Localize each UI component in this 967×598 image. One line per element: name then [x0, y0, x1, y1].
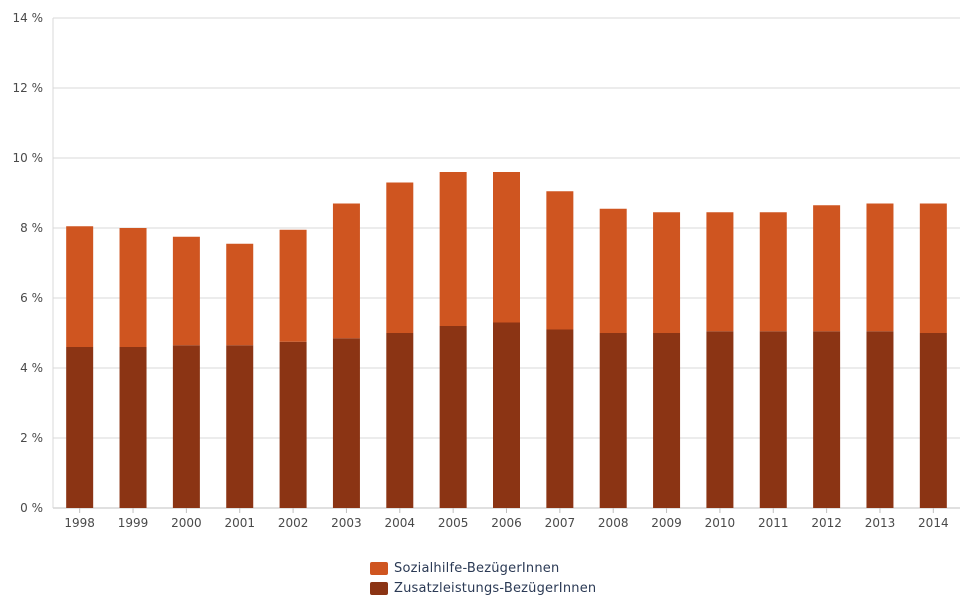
- legend-swatch-sozialhilfe: [370, 561, 388, 575]
- bar-sozialhilfe-2006[interactable]: [493, 172, 520, 323]
- y-tick-label: 14 %: [13, 11, 44, 25]
- y-tick-label: 4 %: [20, 361, 43, 375]
- y-tick-label: 2 %: [20, 431, 43, 445]
- x-tick-label-1998: 1998: [64, 516, 95, 530]
- x-tick-label-2012: 2012: [811, 516, 842, 530]
- y-axis-labels: 0 % 2 % 4 % 6 % 8 % 10 % 12 % 14 %: [13, 11, 44, 515]
- legend-item-sozialhilfe[interactable]: Sozialhilfe-BezügerInnen: [370, 558, 596, 578]
- bar-zusatzleistungs-1999[interactable]: [119, 347, 147, 508]
- bar-sozialhilfe-2005[interactable]: [439, 172, 467, 326]
- x-tick-label-1999: 1999: [118, 516, 149, 530]
- x-tick-label-2004: 2004: [385, 516, 416, 530]
- x-axis-labels: 1998 1999 2000 2001 2002 2003 2004 2005 2006 2007…: [64, 508, 949, 530]
- x-tick-label-2006: 2006: [491, 516, 522, 530]
- bar-sozialhilfe-1999[interactable]: [119, 228, 147, 347]
- bar-zusatzleistungs-1998[interactable]: [66, 347, 94, 508]
- bar-zusatzleistungs-2011[interactable]: [759, 331, 787, 508]
- x-tick-label-2002: 2002: [278, 516, 309, 530]
- bar-sozialhilfe-2014[interactable]: [919, 203, 947, 334]
- y-tick-label: 6 %: [20, 291, 43, 305]
- bar-sozialhilfe-2001[interactable]: [226, 243, 254, 346]
- legend-label-zusatzleistungs: Zusatzleistungs-BezügerInnen: [394, 580, 597, 596]
- bar-sozialhilfe-2008[interactable]: [599, 208, 627, 333]
- bar-zusatzleistungs-2010[interactable]: [706, 331, 734, 508]
- x-tick-label-2001: 2001: [224, 516, 255, 530]
- x-tick-label-2007: 2007: [545, 516, 576, 530]
- legend-swatch-zusatzleistungs: [370, 581, 388, 595]
- x-tick-label-2000: 2000: [171, 516, 202, 530]
- y-tick-label: 8 %: [20, 221, 43, 235]
- bar-zusatzleistungs-2003[interactable]: [332, 338, 360, 508]
- bar-zusatzleistungs-2000[interactable]: [172, 345, 200, 508]
- legend-item-zusatzleistungs[interactable]: Zusatzleistungs-BezügerInnen: [370, 578, 596, 598]
- bar-sozialhilfe-2007[interactable]: [546, 191, 574, 330]
- bar-sozialhilfe-2002[interactable]: [279, 229, 307, 342]
- bar-sozialhilfe-2012[interactable]: [813, 205, 841, 332]
- bar-zusatzleistungs-2012[interactable]: [813, 331, 841, 508]
- x-tick-label-2011: 2011: [758, 516, 789, 530]
- bar-zusatzleistungs-2004[interactable]: [386, 333, 414, 508]
- bar-sozialhilfe-2013[interactable]: [866, 203, 894, 332]
- bar-zusatzleistungs-2002[interactable]: [279, 341, 307, 508]
- x-tick-label-2009: 2009: [651, 516, 682, 530]
- x-tick-label-2008: 2008: [598, 516, 629, 530]
- x-tick-label-2005: 2005: [438, 516, 469, 530]
- legend: Sozialhilfe-BezügerInnen Zusatzleistungs…: [370, 558, 596, 598]
- x-tick-label-2003: 2003: [331, 516, 362, 530]
- y-tick-label: 12 %: [13, 81, 44, 95]
- bar-sozialhilfe-2011[interactable]: [759, 212, 787, 332]
- bars: [66, 172, 947, 508]
- bar-zusatzleistungs-2005[interactable]: [439, 326, 467, 508]
- bar-sozialhilfe-2004[interactable]: [386, 182, 414, 334]
- x-tick-label-2010: 2010: [705, 516, 736, 530]
- y-tick-label: 10 %: [13, 151, 44, 165]
- bar-zusatzleistungs-2013[interactable]: [866, 331, 894, 508]
- bar-sozialhilfe-1998[interactable]: [66, 226, 94, 347]
- bar-zusatzleistungs-2008[interactable]: [599, 333, 627, 508]
- bar-zusatzleistungs-2014[interactable]: [919, 333, 947, 508]
- bar-zusatzleistungs-2009[interactable]: [653, 333, 681, 508]
- legend-label-sozialhilfe: Sozialhilfe-BezügerInnen: [394, 560, 560, 576]
- x-tick-label-2013: 2013: [865, 516, 896, 530]
- bar-sozialhilfe-2000[interactable]: [172, 236, 200, 346]
- y-tick-label: 0 %: [20, 501, 43, 515]
- bar-sozialhilfe-2003[interactable]: [332, 203, 360, 339]
- x-tick-label-2014: 2014: [918, 516, 949, 530]
- bar-sozialhilfe-2010[interactable]: [706, 212, 734, 332]
- bar-zusatzleistungs-2001[interactable]: [226, 345, 254, 508]
- bar-zusatzleistungs-2006[interactable]: [493, 322, 520, 509]
- bar-zusatzleistungs-2007[interactable]: [546, 329, 574, 509]
- bar-sozialhilfe-2009[interactable]: [653, 212, 681, 333]
